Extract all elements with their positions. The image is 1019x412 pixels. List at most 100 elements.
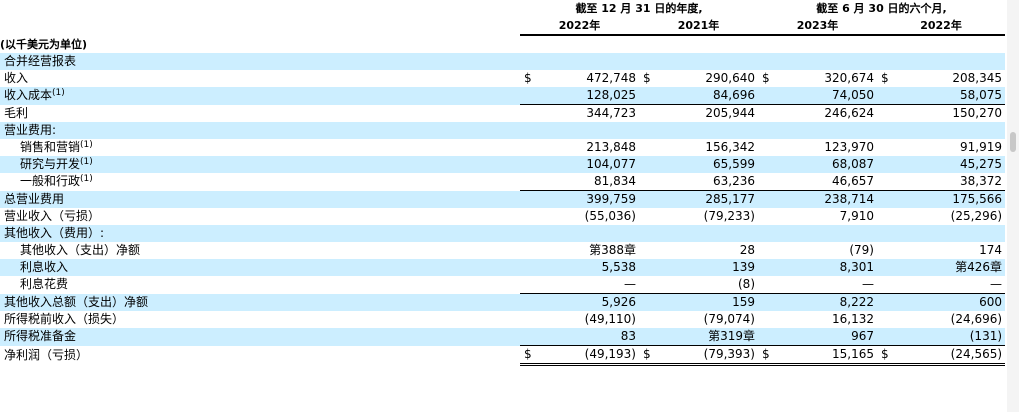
row-label-text: 利息花费: [20, 277, 69, 292]
row-label-text: 一般和行政: [20, 174, 81, 189]
currency-symbol: [758, 53, 774, 70]
value-cell: —: [774, 276, 877, 294]
currency-symbol: [639, 259, 655, 276]
table-row: 净利润（亏损） $ (49,193) $ (79,393) $15,165 $ (24,565…: [0, 345, 1006, 366]
period-header-row: 截至 12 月 31 日的年度, 截至 6 月 30 日的六个月,: [0, 0, 1005, 17]
table-row: 营业费用:: [0, 122, 1006, 139]
value-cell: 46,657: [774, 173, 877, 191]
value-cell: 第319章: [655, 328, 758, 346]
currency-symbol: [639, 190, 655, 208]
currency-symbol: [639, 293, 655, 311]
currency-symbol: [639, 242, 655, 259]
table-row: 毛利 344,723 205,944 246,624 150,270: [0, 105, 1005, 123]
fiscal-year-header: 截至 12 月 31 日的年度,: [575, 2, 703, 15]
row-label: 所得税前收入（损失）: [0, 311, 520, 328]
currency-symbol: [639, 173, 655, 191]
currency-symbol: [877, 311, 893, 328]
year-header-row: 2022年 2021年 2023年 2022年: [0, 17, 1006, 36]
value-cell: 83: [536, 328, 639, 346]
currency-symbol: [758, 242, 774, 259]
table-row: 其他收入（费用）:: [0, 225, 1006, 242]
value-cell: [536, 53, 639, 70]
currency-symbol: [758, 328, 774, 346]
value-cell: 128,025: [536, 87, 639, 105]
currency-symbol: [877, 242, 893, 259]
table-body: 合并经营报表 收入 $472,748 $290,640 $320,674 $208,345…: [0, 53, 1006, 366]
currency-symbol: [877, 208, 893, 225]
currency-symbol: [639, 311, 655, 328]
currency-symbol: [758, 311, 774, 328]
currency-symbol: [639, 208, 655, 225]
value-cell: [774, 122, 877, 139]
row-label: 其他收入（支出）净额: [0, 242, 520, 259]
currency-symbol: [639, 53, 655, 70]
value-cell: [655, 122, 758, 139]
currency-symbol: [639, 328, 655, 346]
year-header-col3: 2023年: [758, 17, 877, 36]
row-label-text: 营业费用:: [4, 123, 57, 137]
currency-symbol: [877, 173, 893, 191]
value-cell: 213,848: [586, 140, 636, 154]
year-header-col4: 2022年: [877, 17, 1006, 36]
currency-symbol: [877, 276, 893, 294]
row-label-text: 收入: [4, 71, 29, 85]
value-cell: 16,132: [832, 312, 874, 326]
value-cell: 38,372: [893, 173, 1006, 191]
value-cell: (24,565): [893, 345, 1006, 366]
value-cell: (8): [655, 276, 758, 294]
row-label: 营业费用:: [0, 122, 520, 139]
table-row: 合并经营报表: [0, 53, 1006, 70]
value-cell: (131): [893, 328, 1006, 346]
currency-symbol: [520, 242, 536, 259]
table-row: 其他收入总额（支出）净额 5,926 159 8,222 600: [0, 293, 1006, 311]
value-cell: (79,074): [703, 312, 755, 326]
value-cell: 290,640: [705, 71, 755, 85]
row-label: 利息花费: [0, 276, 520, 294]
value-cell: 208,345: [952, 71, 1003, 85]
vertical-scrollbar[interactable]: [1007, 0, 1019, 412]
currency-symbol: [758, 105, 774, 123]
table-row: 收入 $472,748 $290,640 $320,674 $208,345: [0, 70, 1005, 87]
value-cell: 205,944: [705, 106, 755, 120]
value-cell: 246,624: [824, 106, 874, 120]
currency-symbol: [758, 276, 774, 294]
currency-symbol: [520, 328, 536, 346]
value-cell: (79,393): [655, 345, 758, 366]
table-row: 其他收入（支出）净额 第388章 28 (79) 174: [0, 242, 1005, 259]
six-months-header: 截至 6 月 30 日的六个月,: [816, 2, 947, 15]
year-header-col2: 2021年: [639, 17, 758, 36]
row-label: 其他收入（费用）:: [0, 225, 520, 242]
value-cell: 58,075: [893, 87, 1006, 105]
value-cell: (79,233): [703, 209, 755, 223]
table-row: 销售和营销(1) 213,848 156,342 123,970 91,919: [0, 139, 1005, 156]
currency-symbol: [877, 53, 893, 70]
value-cell: [536, 225, 639, 242]
currency-symbol: $: [520, 345, 536, 366]
currency-symbol: [520, 173, 536, 191]
table-row: 利息收入 5,538 139 8,301 第426章: [0, 259, 1006, 276]
unit-note-row: (以千美元为单位): [0, 35, 1005, 53]
value-cell: 175,566: [893, 190, 1006, 208]
footnote-marker: (1): [80, 174, 93, 185]
value-cell: 156,342: [705, 140, 755, 154]
table-row: 利息花费 — (8) — —: [0, 276, 1006, 294]
value-cell: 285,177: [655, 190, 758, 208]
value-cell: (49,110): [584, 312, 636, 326]
value-cell: 123,970: [824, 140, 874, 154]
currency-symbol: $: [639, 345, 655, 366]
scrollbar-thumb[interactable]: [1010, 132, 1016, 152]
value-cell: 5,538: [536, 259, 639, 276]
currency-symbol: [877, 293, 893, 311]
value-cell: 第426章: [893, 259, 1006, 276]
currency-symbol: [758, 259, 774, 276]
value-cell: 65,599: [655, 156, 758, 173]
value-cell: 74,050: [774, 87, 877, 105]
row-label: 利息收入: [0, 259, 520, 276]
row-label-text: 研究与开发: [20, 157, 81, 171]
value-cell: 63,236: [655, 173, 758, 191]
unit-note: (以千美元为单位): [0, 38, 88, 51]
currency-symbol: [639, 156, 655, 173]
value-cell: 399,759: [536, 190, 639, 208]
row-label: 一般和行政(1): [0, 173, 520, 191]
currency-symbol: [758, 208, 774, 225]
